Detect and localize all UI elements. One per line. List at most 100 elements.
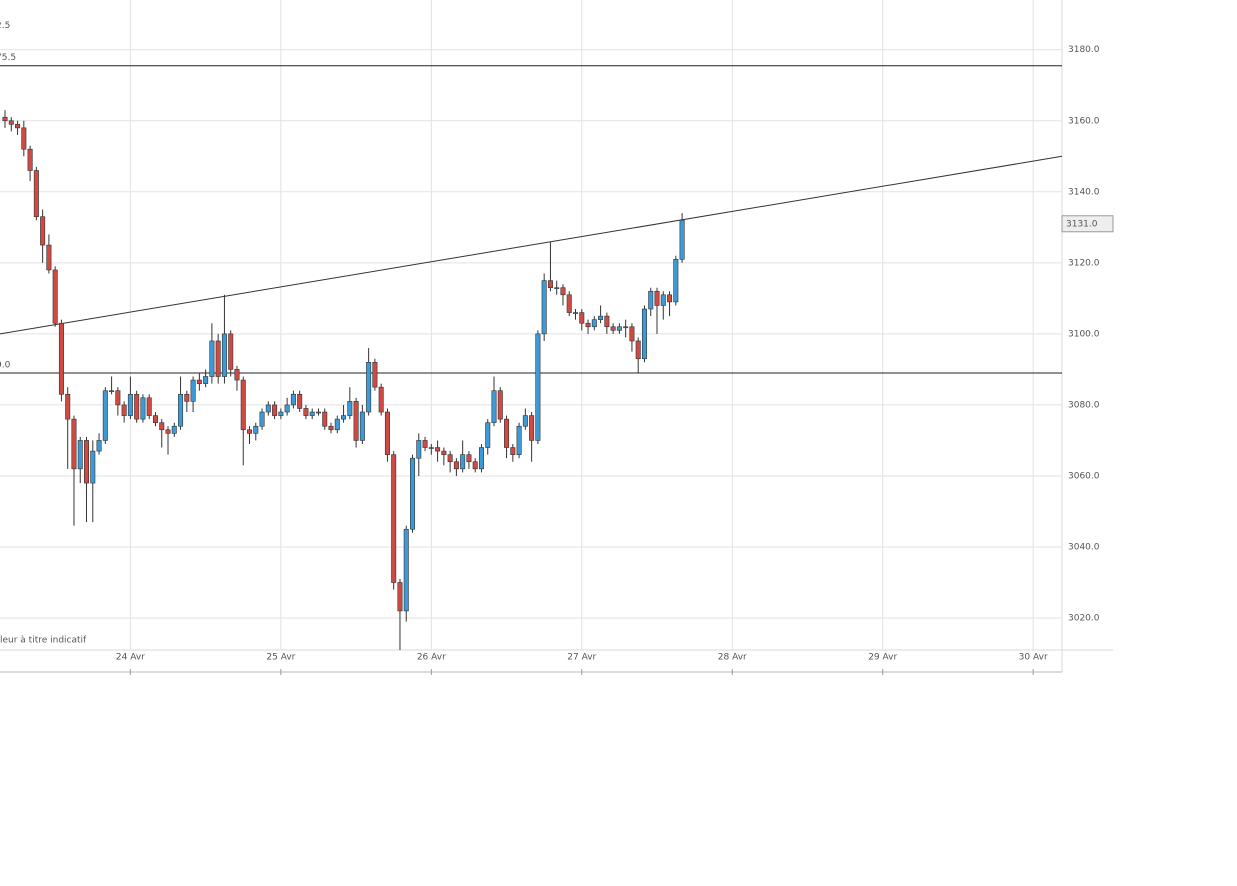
candle-body (648, 290, 654, 310)
candle-body (27, 148, 33, 171)
candle-body (453, 461, 459, 470)
candle-body (466, 454, 472, 463)
y-tick-label: 3100.0 (1068, 329, 1100, 339)
y-tick-label: 3180.0 (1068, 45, 1100, 55)
candle-body (184, 393, 190, 402)
candle-body (422, 440, 428, 448)
y-tick-label: 3080.0 (1068, 400, 1100, 410)
candle-body (391, 454, 397, 583)
candle-body (410, 457, 416, 530)
candle-body (635, 340, 641, 360)
candle-body (2, 116, 8, 122)
candle-body (121, 404, 127, 416)
candle-body (554, 287, 560, 290)
candle-body (290, 393, 296, 406)
candle-body (585, 322, 591, 328)
candle-body (96, 440, 102, 452)
candle-body (152, 415, 158, 423)
candle-body (660, 294, 666, 306)
candle-body (297, 393, 303, 409)
candle-body (535, 333, 541, 441)
candle-body (378, 386, 384, 413)
candle-body (21, 127, 27, 150)
candle-body (384, 411, 390, 455)
candle-body (15, 124, 21, 129)
candle-body (541, 280, 547, 335)
candle-body (134, 393, 140, 420)
candle-body (547, 280, 553, 289)
candle-body (667, 294, 673, 303)
y-tick-label: 3160.0 (1068, 116, 1100, 126)
candle-body (673, 258, 679, 303)
candle-body (272, 404, 278, 416)
candle-body (309, 411, 315, 416)
candle-body (491, 390, 497, 423)
candle-body (77, 440, 83, 470)
candle-body (240, 379, 246, 431)
candle-body (566, 294, 572, 313)
candle-body (58, 322, 64, 395)
candle-body (435, 447, 441, 452)
candle-body (102, 390, 108, 441)
x-tick-label: 30 Avr (1019, 653, 1048, 663)
candle-body (598, 315, 604, 320)
candle-body (353, 401, 359, 441)
candle-body (8, 120, 14, 125)
candle-body (428, 447, 434, 449)
footnote: leur à titre indicatif (0, 636, 87, 646)
candle-body (334, 418, 340, 431)
candle-body (84, 440, 90, 484)
level-label: 2.5 (0, 21, 10, 31)
level-label: 75.5 (0, 53, 16, 63)
last-price-box (1061, 215, 1114, 233)
candle-body (447, 454, 453, 463)
candle-body (497, 390, 503, 420)
candle-body (265, 404, 271, 413)
candle-body (372, 361, 378, 388)
candle-body (504, 418, 510, 448)
chart-background (0, 0, 1113, 672)
candle-body (322, 411, 328, 427)
candle-body (472, 461, 478, 470)
candle-body (190, 379, 196, 402)
candle-body (397, 582, 403, 612)
candle-body (641, 308, 647, 360)
candle-body (65, 393, 71, 420)
candle-body (146, 397, 152, 416)
y-tick-label: 3120.0 (1068, 258, 1100, 268)
x-tick-label: 27 Avr (567, 653, 596, 663)
candle-body (115, 390, 121, 406)
trendline (0, 155, 1063, 335)
last-price-label: 3131.0 (1066, 219, 1098, 229)
candle-body (522, 415, 528, 427)
candle-body (366, 361, 372, 413)
candle-body (178, 393, 184, 427)
candle-body (196, 379, 202, 384)
candle-body (579, 312, 585, 324)
candle-body (347, 401, 353, 416)
x-tick-label: 24 Avr (116, 653, 145, 663)
candle-body (127, 393, 133, 416)
candle-body (171, 425, 177, 434)
x-tick-label: 25 Avr (266, 653, 295, 663)
candle-body (679, 219, 685, 260)
candle-body (209, 340, 215, 377)
candle-body (529, 415, 535, 441)
candle-body (654, 290, 660, 306)
candle-body (485, 422, 491, 448)
candle-body (165, 429, 171, 434)
level-label: 9.0 (0, 360, 11, 370)
candle-body (591, 319, 597, 328)
candle-body (40, 216, 46, 246)
x-tick-label: 29 Avr (868, 653, 897, 663)
candle-body (441, 450, 447, 455)
candle-body (416, 440, 422, 459)
candle-body (573, 312, 579, 314)
candle-body (315, 411, 321, 414)
candle-body (234, 369, 240, 381)
candle-body (359, 411, 365, 441)
candle-body (460, 454, 466, 470)
candle-body (228, 333, 234, 370)
